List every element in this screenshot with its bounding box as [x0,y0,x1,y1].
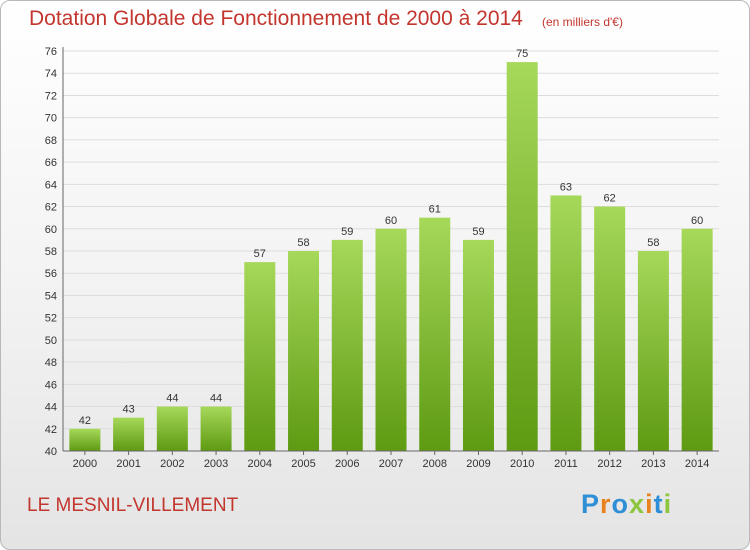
x-tick-label: 2011 [554,458,578,470]
y-tick-label: 68 [45,135,57,147]
x-tick-label: 2010 [510,458,534,470]
bar-2009 [462,239,494,451]
logo-letter: x [629,489,646,519]
value-label: 58 [647,237,659,249]
x-tick-label: 2002 [160,458,184,470]
value-label: 44 [210,393,222,405]
y-tick-label: 54 [45,290,57,302]
x-tick-label: 2008 [422,458,446,470]
x-tick-label: 2009 [466,458,490,470]
y-tick-label: 52 [45,313,57,325]
bar-2011 [550,195,582,451]
x-tick-label: 2000 [73,458,97,470]
logo-letter: i [663,489,673,519]
value-label: 59 [341,226,353,238]
unit-note: (en milliers d'€) [542,15,623,29]
x-tick-label: 2007 [379,458,403,470]
logo-letter: o [611,489,630,519]
y-tick-label: 56 [45,268,57,280]
y-tick-label: 70 [45,113,57,125]
y-tick-label: 42 [45,424,57,436]
x-tick-label: 2014 [685,458,709,470]
axes: 40 42 44 46 48 50 52 54 56 58 60 62 64 66 68 70 72 74 76 20… [45,46,719,470]
value-label: 44 [166,393,178,405]
y-tick-label: 76 [45,46,57,58]
logo-letter: r [600,489,612,519]
bar-2013 [637,251,669,451]
commune-name: LE MESNIL-VILLEMENT [27,495,239,516]
bar-2004 [244,262,276,451]
y-tick-label: 58 [45,246,57,258]
value-label: 43 [122,404,134,416]
bar-2006 [331,239,363,451]
bar-2008 [419,217,451,451]
x-tick-label: 2006 [335,458,359,470]
value-label: 60 [385,215,397,227]
bar-2007 [375,228,407,451]
bar-2014 [681,228,713,451]
value-label: 59 [472,226,484,238]
bar-2002 [156,406,188,451]
x-tick-label: 2003 [204,458,228,470]
y-tick-label: 62 [45,202,57,214]
value-label: 62 [604,193,616,205]
value-label: 57 [254,248,266,260]
bar-2012 [594,206,626,451]
value-label: 58 [297,237,309,249]
x-tick-label: 2001 [116,458,140,470]
chart-title: Dotation Globale de Fonctionnement de 20… [29,7,523,30]
y-tick-label: 74 [45,68,57,80]
value-label: 60 [691,215,703,227]
y-tick-label: 72 [45,90,57,102]
bars: 42 43 44 44 57 58 59 60 61 59 75 63 62 58 60 [69,48,713,451]
y-tick-label: 40 [45,446,57,458]
logo-letter: i [645,489,654,519]
y-tick-label: 50 [45,335,57,347]
value-label: 42 [79,415,91,427]
y-tick-label: 48 [45,357,57,369]
x-tick-label: 2005 [291,458,315,470]
bar-2001 [113,417,145,451]
x-tick-label: 2004 [248,458,272,470]
logo-letter: P [581,489,601,519]
value-label: 75 [516,48,528,60]
bar-2003 [200,406,232,451]
y-tick-label: 46 [45,379,57,391]
y-tick-label: 64 [45,179,57,191]
x-tick-label: 2012 [597,458,621,470]
logo-letter: t [653,489,664,519]
proxiti-logo: Proxiti [581,489,672,520]
value-label: 61 [429,204,441,216]
bar-2005 [288,251,320,451]
bar-2000 [69,428,101,451]
value-label: 63 [560,181,572,193]
y-tick-label: 44 [45,402,57,414]
bar-2010 [506,62,538,451]
x-tick-label: 2013 [641,458,665,470]
y-tick-label: 60 [45,224,57,236]
y-tick-label: 66 [45,157,57,169]
